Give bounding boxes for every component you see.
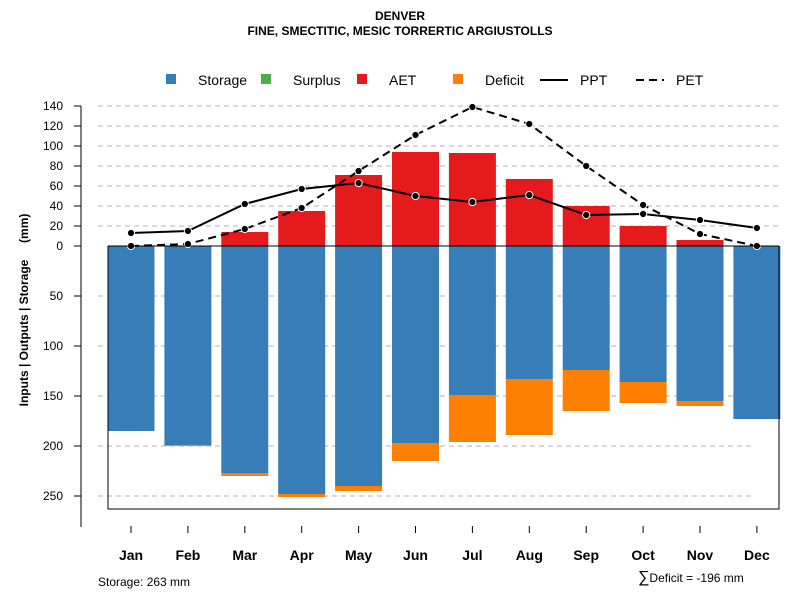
legend-swatch-deficit <box>453 74 463 84</box>
x-tick-label: Jun <box>403 547 428 563</box>
ppt-point <box>695 215 705 225</box>
legend-swatch-aet <box>357 74 367 84</box>
pet-point <box>297 203 306 213</box>
x-tick-label: Mar <box>232 547 257 563</box>
deficit-total-note: ∑Deficit = -196 mm <box>638 569 744 587</box>
bar-storage <box>107 246 155 431</box>
bar-deficit <box>448 395 496 442</box>
y-tick-label: 250 <box>43 489 63 503</box>
bar-deficit <box>505 379 553 435</box>
deficit-total-text: Deficit = -196 mm <box>649 571 744 585</box>
y-tick-label: 0 <box>56 239 63 253</box>
pet-line <box>130 105 758 247</box>
y-tick-label: 40 <box>50 199 64 213</box>
x-tick-label: Jul <box>462 547 482 563</box>
x-tick-label: Aug <box>516 547 543 563</box>
bar-storage <box>448 246 496 395</box>
bar-deficit <box>164 445 212 446</box>
x-tick-label: Nov <box>687 547 714 563</box>
bar-deficit <box>619 382 667 403</box>
lines <box>126 102 762 251</box>
bar-aet <box>278 211 326 246</box>
bar-storage <box>733 246 781 419</box>
pet-point <box>240 224 249 234</box>
ppt-point <box>126 228 136 238</box>
bar-storage <box>335 246 383 486</box>
ppt-point <box>183 226 192 236</box>
bar-deficit <box>676 401 724 406</box>
bar-deficit <box>335 486 383 491</box>
bar-storage <box>221 246 269 473</box>
ppt-point <box>354 178 363 188</box>
y-tick-label: 140 <box>43 99 63 113</box>
plot-box <box>107 246 780 510</box>
legend-label-aet: AET <box>389 72 417 88</box>
x-tick-label: Feb <box>175 547 200 563</box>
ppt-point <box>582 210 591 220</box>
chart-title: DENVER <box>374 9 425 23</box>
ppt-point <box>639 209 648 219</box>
bar-deficit <box>278 494 326 497</box>
y-axis-label: Inputs | Outputs | Storage (mm) <box>17 214 31 407</box>
bar-deficit <box>221 473 269 476</box>
x-tick-label: Jan <box>119 547 143 563</box>
y-tick-label: 200 <box>43 439 63 453</box>
ppt-point <box>525 190 534 200</box>
bar-storage <box>392 246 439 443</box>
axes: 0 20 40 60 80 100 120 140 50 100 150 200 250 Jan Feb Ma… <box>43 99 780 563</box>
bar-storage <box>164 246 212 445</box>
pet-point <box>468 102 477 112</box>
x-tick-label: Oct <box>631 547 655 563</box>
y-tick-label: 60 <box>50 179 64 193</box>
pet-point <box>695 229 705 239</box>
y-tick-label: 100 <box>43 139 63 153</box>
pet-point <box>183 239 192 249</box>
y-tick-label: 120 <box>43 119 63 133</box>
bar-storage <box>619 246 667 382</box>
pet-point <box>582 161 591 171</box>
pet-point <box>639 200 648 210</box>
x-tick-label: Sep <box>573 547 599 563</box>
legend-label-pet: PET <box>676 72 704 88</box>
ppt-point <box>411 191 420 201</box>
bar-aet <box>505 179 553 246</box>
bar-deficit <box>562 370 610 411</box>
bar-deficit <box>392 443 439 461</box>
legend-label-deficit: Deficit <box>485 72 524 88</box>
legend-swatch-surplus <box>261 74 271 84</box>
legend-swatch-storage <box>166 74 176 84</box>
bar-storage <box>505 246 553 379</box>
ppt-point <box>240 199 249 209</box>
pet-point <box>411 130 420 140</box>
bar-aet <box>619 226 667 246</box>
bar-storage <box>562 246 610 370</box>
bar-aet <box>676 240 724 246</box>
ppt-point <box>752 223 762 233</box>
legend-label-surplus: Surplus <box>293 72 340 88</box>
y-tick-label: 150 <box>43 389 63 403</box>
legend: Storage Surplus AET Deficit PPT PET <box>166 72 704 88</box>
sigma-symbol: ∑ <box>638 569 650 586</box>
bar-storage <box>676 246 724 401</box>
x-tick-label: May <box>345 547 372 563</box>
y-tick-label: 20 <box>50 219 64 233</box>
ppt-line <box>130 181 758 234</box>
storage-capacity-note: Storage: 263 mm <box>98 575 191 589</box>
y-tick-label: 80 <box>50 159 64 173</box>
legend-label-storage: Storage <box>198 72 247 88</box>
x-tick-label: Apr <box>290 547 315 563</box>
chart-subtitle: FINE, SMECTITIC, MESIC TORRERTIC ARGIUST… <box>247 24 553 38</box>
x-tick-label: Dec <box>744 547 770 563</box>
y-tick-label: 50 <box>50 289 64 303</box>
legend-label-ppt: PPT <box>580 72 608 88</box>
bars <box>107 152 781 497</box>
y-tick-label: 100 <box>43 339 63 353</box>
pet-point <box>525 119 534 129</box>
bar-storage <box>278 246 326 494</box>
pet-point <box>354 166 363 176</box>
bar-aet <box>221 232 269 246</box>
ppt-point <box>468 197 477 207</box>
ppt-point <box>297 184 306 194</box>
